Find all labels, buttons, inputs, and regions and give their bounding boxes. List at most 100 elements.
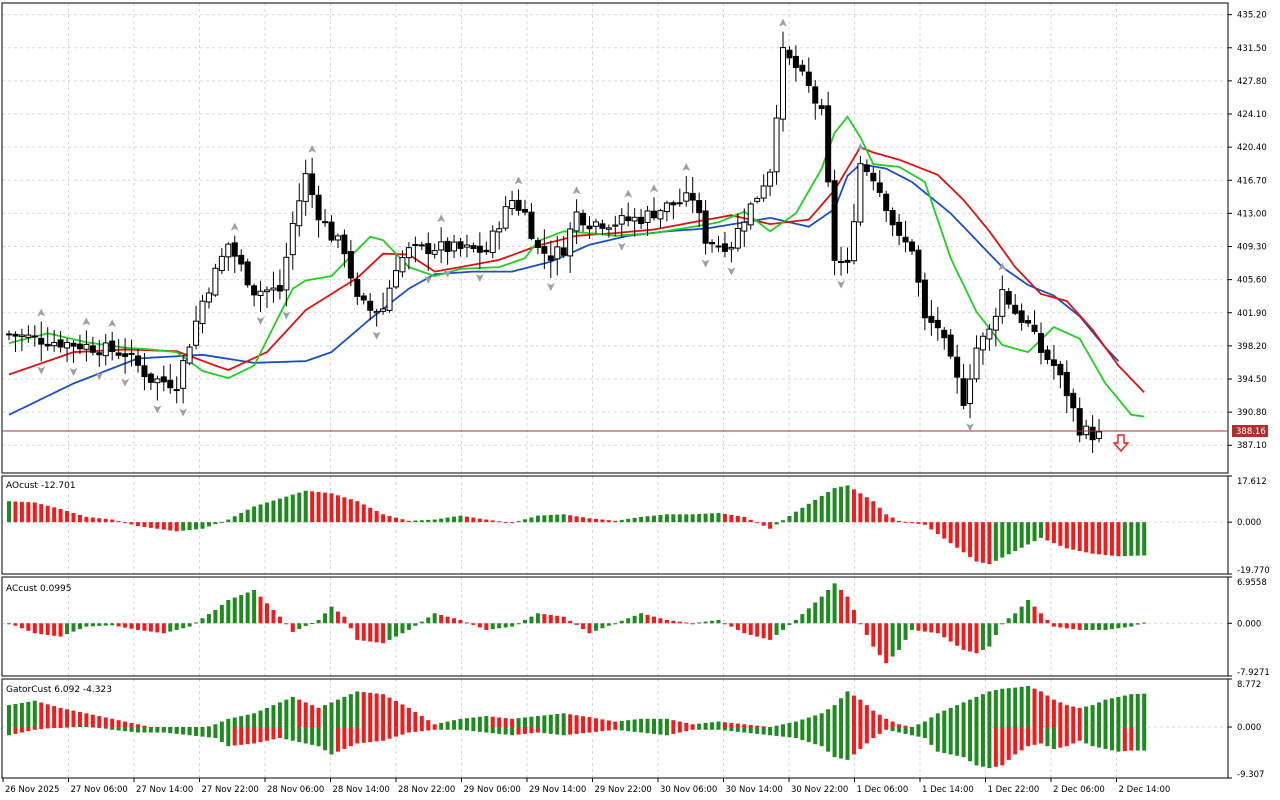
- candle-body[interactable]: [689, 192, 696, 201]
- candle-body[interactable]: [863, 164, 870, 173]
- candle-body[interactable]: [115, 352, 122, 356]
- candle-body[interactable]: [238, 254, 245, 265]
- candle-body[interactable]: [205, 292, 212, 303]
- candle-body[interactable]: [941, 329, 948, 339]
- candle-body[interactable]: [373, 311, 380, 314]
- candle-body[interactable]: [747, 203, 754, 226]
- candle-body[interactable]: [702, 210, 709, 244]
- candle-body[interactable]: [444, 240, 451, 252]
- candle-body[interactable]: [64, 342, 71, 349]
- candle-body[interactable]: [12, 333, 19, 337]
- candle-body[interactable]: [154, 378, 161, 384]
- candle-body[interactable]: [921, 279, 928, 319]
- candle-body[interactable]: [425, 243, 432, 255]
- candle-body[interactable]: [638, 216, 645, 224]
- candle-body[interactable]: [489, 230, 496, 254]
- candle-body[interactable]: [960, 378, 967, 406]
- candle-body[interactable]: [315, 194, 322, 221]
- candle-body[interactable]: [289, 222, 296, 256]
- candle-body[interactable]: [999, 289, 1006, 317]
- candle-body[interactable]: [431, 250, 438, 255]
- candle-body[interactable]: [76, 343, 83, 350]
- candle-body[interactable]: [470, 245, 477, 250]
- candle-body[interactable]: [57, 339, 64, 348]
- candle-body[interactable]: [902, 236, 909, 243]
- candle-body[interactable]: [844, 259, 851, 263]
- candle-body[interactable]: [212, 267, 219, 296]
- candle-body[interactable]: [70, 342, 77, 347]
- candle-body[interactable]: [393, 270, 399, 288]
- candle-body[interactable]: [96, 352, 103, 356]
- candle-body[interactable]: [399, 257, 406, 273]
- candle-body[interactable]: [631, 216, 638, 222]
- candle-body[interactable]: [715, 245, 722, 248]
- candle-body[interactable]: [831, 180, 838, 261]
- candle-body[interactable]: [1070, 392, 1077, 409]
- candle-body[interactable]: [328, 221, 335, 241]
- candle-body[interactable]: [251, 285, 258, 296]
- candle-body[interactable]: [979, 335, 986, 351]
- candle-body[interactable]: [1018, 310, 1025, 323]
- candle-body[interactable]: [360, 295, 367, 301]
- candle-body[interactable]: [270, 287, 277, 291]
- candle-body[interactable]: [244, 261, 251, 286]
- candle-body[interactable]: [180, 360, 187, 389]
- candle-body[interactable]: [496, 228, 503, 233]
- candle-body[interactable]: [25, 334, 32, 338]
- candle-body[interactable]: [302, 173, 309, 202]
- candle-body[interactable]: [592, 221, 599, 227]
- candle-body[interactable]: [51, 342, 58, 347]
- candle-body[interactable]: [109, 340, 116, 353]
- candle-body[interactable]: [173, 389, 180, 392]
- candle-body[interactable]: [231, 242, 238, 257]
- candle-body[interactable]: [773, 117, 780, 173]
- candle-body[interactable]: [167, 379, 174, 389]
- candle-body[interactable]: [1083, 425, 1090, 436]
- candle-body[interactable]: [728, 247, 735, 250]
- candle-body[interactable]: [857, 163, 864, 223]
- candle-body[interactable]: [1005, 291, 1012, 305]
- candle-body[interactable]: [1096, 431, 1103, 439]
- candle-body[interactable]: [1057, 363, 1064, 376]
- candle-body[interactable]: [528, 211, 535, 239]
- candle-body[interactable]: [354, 279, 361, 297]
- candle-body[interactable]: [502, 206, 509, 229]
- candle-body[interactable]: [696, 200, 703, 214]
- candle-body[interactable]: [451, 241, 458, 252]
- candle-body[interactable]: [341, 234, 348, 255]
- candle-body[interactable]: [283, 256, 290, 291]
- candle-body[interactable]: [934, 319, 941, 329]
- candle-body[interactable]: [915, 249, 922, 283]
- candle-body[interactable]: [792, 55, 799, 68]
- candle-body[interactable]: [31, 335, 38, 338]
- candle-body[interactable]: [515, 199, 522, 211]
- candle-body[interactable]: [605, 227, 612, 230]
- candle-body[interactable]: [1025, 319, 1032, 324]
- candle-body[interactable]: [509, 199, 516, 209]
- candle-body[interactable]: [973, 347, 980, 380]
- candle-body[interactable]: [663, 202, 670, 213]
- candle-body[interactable]: [141, 365, 148, 378]
- candle-body[interactable]: [412, 244, 419, 247]
- candle-body[interactable]: [1038, 333, 1044, 353]
- candle-body[interactable]: [83, 343, 90, 350]
- candle-body[interactable]: [618, 215, 625, 225]
- candle-body[interactable]: [225, 243, 232, 258]
- candle-body[interactable]: [883, 193, 890, 212]
- candle-body[interactable]: [870, 172, 877, 182]
- candle-body[interactable]: [670, 202, 677, 206]
- candle-body[interactable]: [560, 247, 567, 256]
- candle-body[interactable]: [947, 334, 954, 357]
- candle-body[interactable]: [1089, 426, 1096, 441]
- candle-body[interactable]: [760, 185, 767, 199]
- candle-body[interactable]: [889, 210, 896, 226]
- candle-body[interactable]: [838, 260, 845, 263]
- candle-body[interactable]: [644, 210, 651, 223]
- candle-body[interactable]: [264, 289, 270, 293]
- candle-body[interactable]: [741, 221, 748, 232]
- candle-body[interactable]: [754, 197, 761, 202]
- candle-body[interactable]: [463, 244, 470, 248]
- candle-body[interactable]: [967, 378, 974, 405]
- candle-body[interactable]: [786, 49, 793, 59]
